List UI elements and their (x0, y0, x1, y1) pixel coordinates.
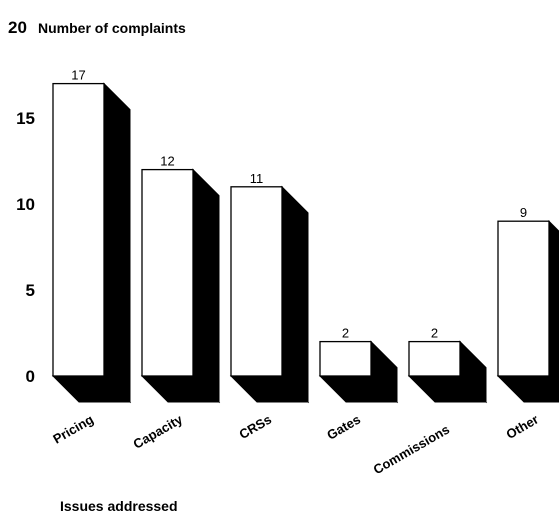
category-label: Other (503, 412, 541, 442)
category-label: Commissions (371, 422, 452, 478)
y-tick-label: 5 (26, 281, 35, 300)
bar-side (548, 219, 559, 387)
bar (319, 340, 372, 377)
bar (230, 186, 283, 377)
bar-side (192, 168, 220, 404)
bar (408, 340, 461, 377)
bar-side (281, 185, 309, 404)
bars: 17 12 11 2 2 9 (51, 68, 559, 404)
y-axis-label: Number of complaints (38, 20, 186, 36)
bar (141, 168, 194, 377)
data-label: 2 (431, 326, 438, 341)
y-axis-ticks: 0 5 10 15 20 (8, 18, 35, 386)
category-label: Pricing (50, 412, 96, 447)
bar-group: 2 (318, 326, 399, 404)
category-label: CRSs (236, 412, 274, 442)
category-label: Gates (324, 412, 363, 443)
data-label: 12 (160, 154, 174, 169)
data-label: 2 (342, 326, 349, 341)
y-tick-label: 15 (16, 109, 35, 128)
data-label: 11 (250, 171, 264, 186)
category-label: Capacity (131, 411, 186, 451)
bar-bottom (496, 375, 559, 403)
bar-group: 11 (229, 171, 310, 404)
bar-group: 9 (496, 205, 559, 403)
data-label: 9 (520, 205, 527, 220)
data-label: 17 (71, 68, 85, 83)
y-tick-label: 0 (26, 367, 35, 386)
bar-group: 17 (51, 68, 132, 404)
bar (497, 220, 550, 377)
y-tick-label: 20 (8, 18, 27, 37)
bar-group: 2 (407, 326, 488, 404)
bar-group: 12 (140, 154, 221, 404)
x-axis-label: Issues addressed (60, 498, 178, 513)
category-labels: Pricing Capacity CRSs Gates Commissions Other (50, 411, 541, 477)
bar (52, 82, 105, 377)
bar-side (103, 82, 131, 404)
y-tick-label: 10 (16, 195, 35, 214)
